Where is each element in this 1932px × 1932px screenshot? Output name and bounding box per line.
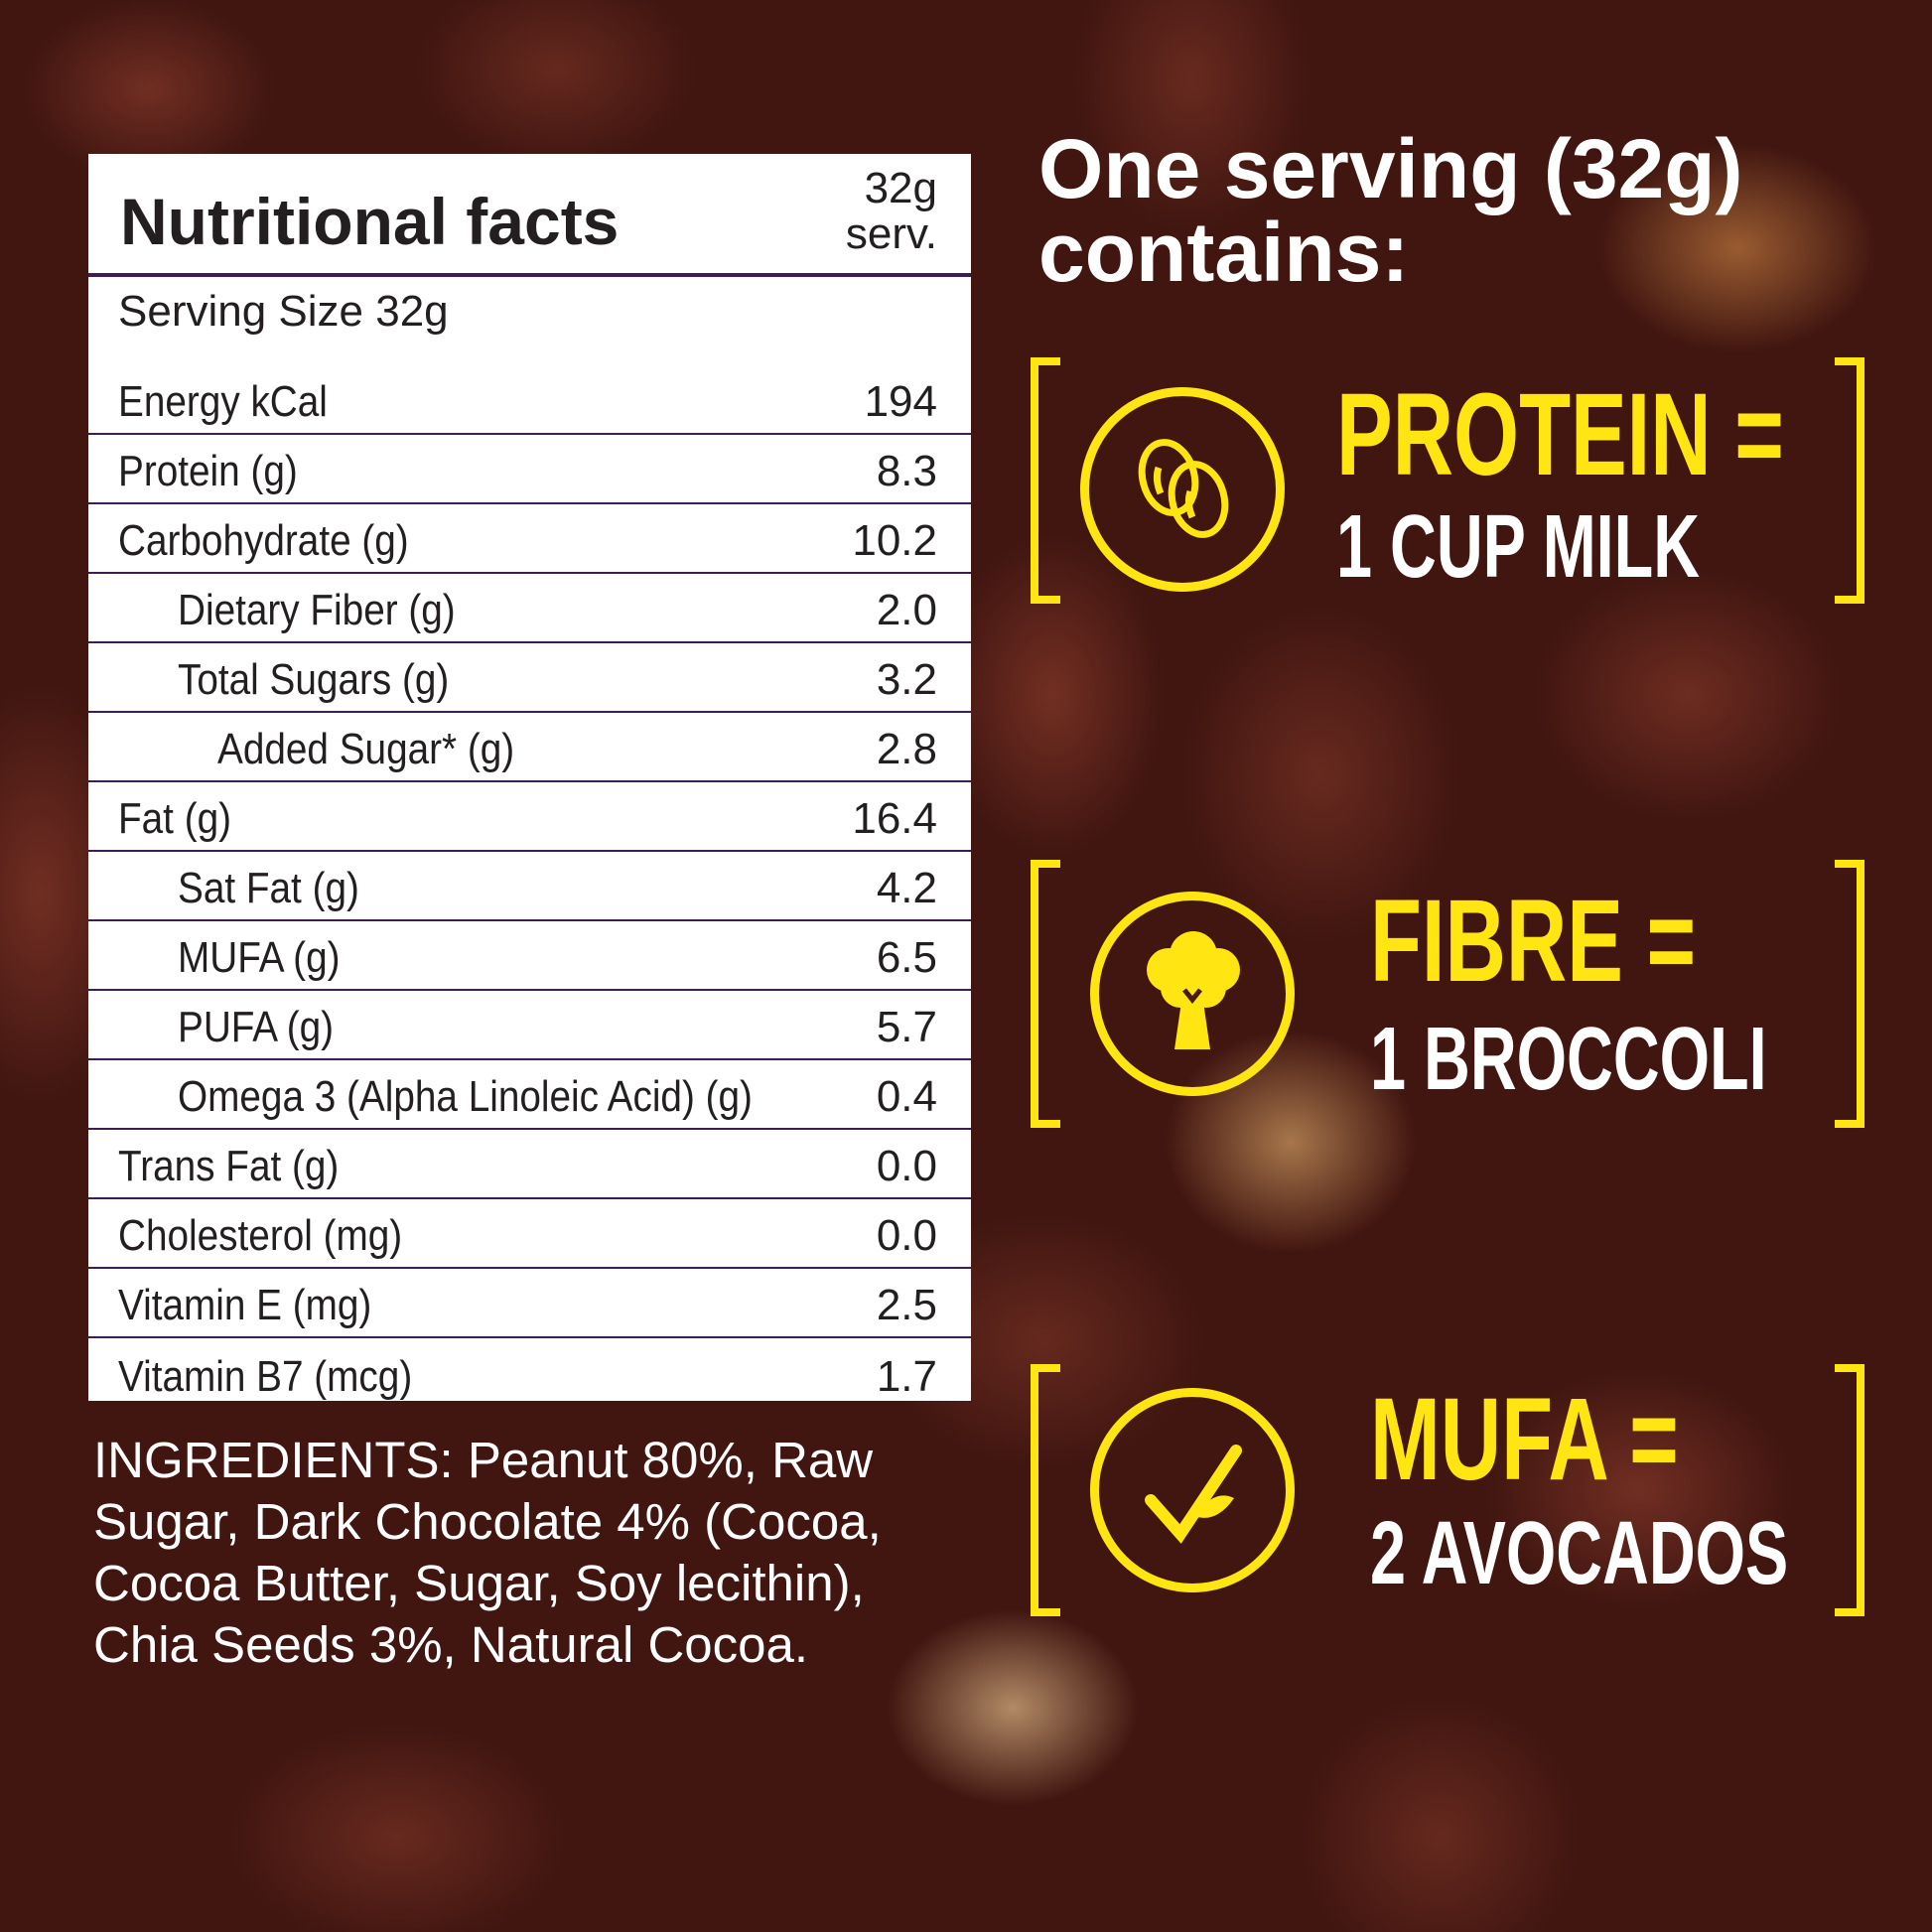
heading-line2: contains: (1038, 206, 1410, 299)
nutrient-label: Sat Fat (g) (178, 864, 359, 912)
nutrient-value: 2.8 (876, 725, 937, 773)
eggs-icon (1080, 387, 1285, 592)
nutrient-value: 2.5 (876, 1281, 937, 1329)
nutrient-value: 4.2 (876, 864, 937, 912)
nutrient-label: Energy kCal (118, 377, 328, 426)
bracket-right (1835, 357, 1864, 604)
serving-label: 32g serv. (846, 166, 937, 257)
nutrient-label: Cholesterol (mg) (118, 1211, 403, 1260)
nutrient-value: 10.2 (852, 516, 937, 565)
nutrient-value: 3.2 (876, 655, 937, 704)
table-row: Sat Fat (g) 4.2 (88, 852, 971, 921)
nutrient-value: 0.0 (876, 1142, 937, 1190)
highlight-equivalent: 1 CUP MILK (1336, 497, 1701, 597)
table-row: Trans Fat (g) 0.0 (88, 1130, 971, 1199)
highlight-protein: PROTEIN = 1 CUP MILK (1031, 357, 1864, 604)
highlight-title: PROTEIN = (1336, 369, 1784, 500)
table-row: PUFA (g) 5.7 (88, 991, 971, 1060)
serving-heading: One serving (32g) contains: (1038, 127, 1743, 294)
nutrient-value: 8.3 (876, 447, 937, 495)
nutrient-label: Omega 3 (Alpha Linoleic Acid) (g) (178, 1072, 753, 1121)
highlight-title: MUFA = (1370, 1374, 1679, 1505)
broccoli-icon (1090, 892, 1295, 1096)
serving-amount: 32g (864, 164, 937, 212)
nutrient-value: 194 (864, 377, 937, 426)
nutrient-label: PUFA (g) (178, 1003, 335, 1051)
table-row: Protein (g) 8.3 (88, 435, 971, 504)
nutrient-label: Fat (g) (118, 794, 232, 843)
highlight-equivalent: 2 AVOCADOS (1370, 1504, 1789, 1603)
nutrient-label: MUFA (g) (178, 933, 341, 982)
table-row: Fat (g) 16.4 (88, 782, 971, 852)
table-title: Nutritional facts (120, 185, 620, 258)
table-row: Dietary Fiber (g) 2.0 (88, 574, 971, 643)
nutrient-label: Dietary Fiber (g) (178, 586, 456, 634)
nutrient-value: 6.5 (876, 933, 937, 982)
ingredients-text: INGREDIENTS: Peanut 80%, Raw Sugar, Dark… (93, 1432, 882, 1673)
bracket-right (1835, 860, 1864, 1128)
table-row: MUFA (g) 6.5 (88, 921, 971, 991)
nutrient-value: 0.4 (876, 1072, 937, 1121)
highlight-mufa: MUFA = 2 AVOCADOS (1031, 1364, 1864, 1616)
table-header: Nutritional facts 32g serv. (88, 154, 971, 277)
bracket-left (1031, 860, 1060, 1128)
nutrient-label: Protein (g) (118, 447, 298, 495)
highlight-equivalent: 1 BROCCOLI (1370, 1010, 1767, 1109)
nutrient-label: Vitamin B7 (mcg) (118, 1352, 413, 1401)
nutrient-value: 2.0 (876, 586, 937, 634)
table-row: Vitamin B7 (mcg) 1.7 (88, 1338, 971, 1408)
serving-unit: serv. (845, 209, 937, 258)
bracket-left (1031, 1364, 1060, 1616)
table-row: Cholesterol (mg) 0.0 (88, 1199, 971, 1269)
highlight-title: FIBRE = (1370, 876, 1697, 1007)
nutrient-value: 5.7 (876, 1003, 937, 1051)
nutrient-label: Vitamin E (mg) (118, 1281, 372, 1329)
heading-line1: One serving (32g) (1038, 122, 1743, 215)
nutrition-table: Nutritional facts 32g serv. Serving Size … (88, 154, 971, 1401)
bracket-left (1031, 357, 1060, 604)
nutrient-label: Total Sugars (g) (178, 655, 450, 704)
nutrient-value: 1.7 (876, 1352, 937, 1401)
check-leaf-icon (1090, 1388, 1295, 1592)
nutrient-value: 0.0 (876, 1211, 937, 1260)
table-row: Omega 3 (Alpha Linoleic Acid) (g) 0.4 (88, 1060, 971, 1130)
table-row: Total Sugars (g) 3.2 (88, 643, 971, 713)
highlight-fibre: FIBRE = 1 BROCCOLI (1031, 860, 1864, 1128)
nutrient-value: 16.4 (852, 794, 937, 843)
bracket-right (1835, 1364, 1864, 1616)
table-row: Energy kCal 194 (88, 366, 971, 435)
serving-size: Serving Size 32g (118, 287, 449, 336)
table-row: Carbohydrate (g) 10.2 (88, 504, 971, 574)
table-row: Added Sugar* (g) 2.8 (88, 713, 971, 782)
table-row: Vitamin E (mg) 2.5 (88, 1269, 971, 1338)
nutrient-label: Carbohydrate (g) (118, 516, 409, 565)
nutrient-label: Trans Fat (g) (118, 1142, 340, 1190)
nutrient-label: Added Sugar* (g) (217, 725, 515, 773)
